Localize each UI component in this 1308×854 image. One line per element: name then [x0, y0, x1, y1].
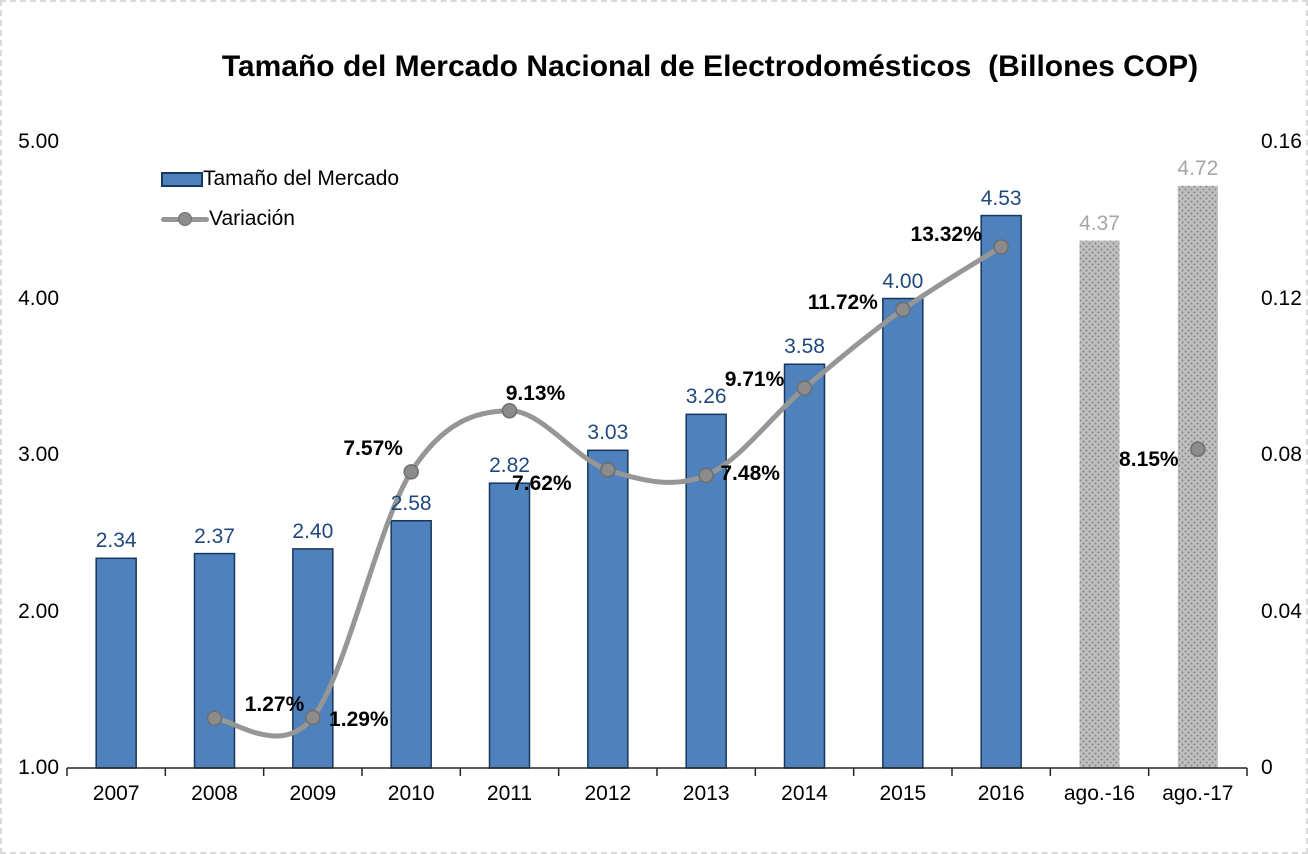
variacion-marker-2010[interactable] — [403, 464, 419, 480]
x-axis-label-2013: 2013 — [682, 782, 730, 805]
variacion-label-2011: 9.13% — [505, 381, 566, 405]
x-axis-label-2014: 2014 — [781, 782, 828, 805]
x-axis-label-2016: 2016 — [977, 782, 1025, 805]
bar-value-label-2007: 2.34 — [95, 529, 137, 553]
variacion-marker-2014[interactable] — [796, 380, 813, 396]
variacion-marker-2015[interactable] — [895, 301, 911, 318]
bar-2016[interactable] — [980, 214, 1022, 769]
bar-2014[interactable] — [783, 363, 826, 769]
bar-2012[interactable] — [587, 449, 629, 769]
right-axis-tick-0.08: 0.08 — [1261, 443, 1302, 466]
variacion-label-2016: 13.32% — [910, 222, 982, 246]
bar-value-label-2015: 4.00 — [882, 269, 924, 293]
variacion-label-2015: 11.72% — [807, 291, 878, 315]
bar-2009[interactable] — [292, 548, 334, 769]
x-axis-label-2012: 2012 — [584, 782, 632, 805]
x-axis-label-ago.-17: ago.-17 — [1162, 782, 1234, 805]
x-axis-label-2007: 2007 — [92, 782, 140, 805]
bar-2007[interactable] — [95, 557, 137, 769]
variacion-label-2010: 7.57% — [343, 436, 403, 460]
variacion-label-2012: 7.62% — [512, 471, 572, 495]
right-axis-tick-0: 0 — [1261, 756, 1273, 779]
right-axis-tick-0.16: 0.16 — [1261, 130, 1302, 153]
bar-value-label-2012: 3.03 — [587, 421, 629, 445]
variacion-marker-2008[interactable] — [206, 710, 223, 727]
bar-value-label-2014: 3.58 — [784, 335, 825, 359]
right-axis-tick-0.04: 0.04 — [1261, 599, 1302, 623]
bar-2011[interactable] — [488, 482, 531, 769]
legend-label-mercado: Tamaño del Mercado — [203, 167, 400, 190]
left-axis-tick-1.00: 1.00 — [18, 756, 59, 779]
left-axis-tick-3.00: 3.00 — [18, 443, 59, 466]
bar-value-label-2011: 2.82 — [489, 454, 530, 478]
variacion-marker-ago.-17[interactable] — [1190, 441, 1206, 457]
variacion-line[interactable] — [212, 244, 1004, 739]
variacion-marker-2016[interactable] — [993, 239, 1009, 255]
left-axis-tick-4.00: 4.00 — [18, 286, 59, 310]
x-axis-label-2008: 2008 — [191, 782, 238, 805]
legend-item-variacion[interactable]: Variación — [161, 206, 399, 232]
variacion-label-2009: 1.29% — [329, 707, 389, 731]
variacion-label-2014: 9.71% — [724, 368, 785, 392]
bar-2008[interactable] — [193, 552, 236, 769]
bar-series-swatch-icon — [161, 171, 203, 187]
variacion-marker-2009[interactable] — [305, 709, 321, 726]
variacion-label-2013: 7.48% — [720, 462, 780, 486]
bar-value-label-ago.-17: 4.72 — [1177, 156, 1219, 180]
bar-value-label-2016: 4.53 — [980, 186, 1022, 210]
x-axis-label-2009: 2009 — [289, 782, 337, 805]
bar-value-label-2013: 3.26 — [685, 385, 727, 409]
x-axis-label-ago.-16: ago.-16 — [1063, 782, 1136, 805]
variacion-marker-2012[interactable] — [600, 462, 616, 478]
bar-value-label-2009: 2.40 — [292, 519, 334, 543]
bar-value-label-2008: 2.37 — [194, 524, 235, 548]
right-axis-tick-0.12: 0.12 — [1261, 286, 1302, 310]
left-axis-tick-5.00: 5.00 — [18, 130, 59, 153]
variacion-label-ago.-17: 8.15% — [1119, 448, 1179, 472]
line-series-swatch-icon — [161, 211, 209, 227]
chart-title: Tamaño del Mercado Nacional de Electrodo… — [221, 50, 1199, 83]
bar-value-label-2010: 2.58 — [390, 491, 432, 515]
bar-ago.-16[interactable] — [1079, 240, 1120, 769]
variacion-marker-2011[interactable] — [501, 403, 518, 419]
legend-label-variacion: Variación — [209, 207, 295, 230]
x-axis-label-2011: 2011 — [486, 782, 533, 805]
variacion-marker-2013[interactable] — [698, 467, 714, 484]
bar-ago.-17[interactable] — [1177, 185, 1218, 768]
x-axis-label-2015: 2015 — [879, 782, 927, 805]
bar-value-label-ago.-16: 4.37 — [1079, 211, 1120, 235]
bar-2015[interactable] — [882, 297, 924, 769]
legend-item-mercado[interactable]: Tamaño del Mercado — [161, 166, 399, 192]
bar-2010[interactable] — [390, 519, 432, 769]
left-axis-tick-2.00: 2.00 — [18, 599, 59, 623]
variacion-label-2008: 1.27% — [244, 693, 305, 717]
x-axis-label-2010: 2010 — [387, 782, 435, 805]
legend: Tamaño del Mercado Variación — [161, 166, 399, 246]
